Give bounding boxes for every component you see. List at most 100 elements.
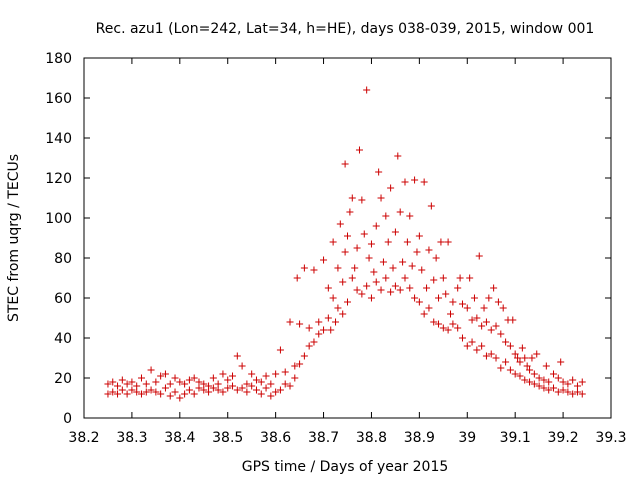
- data-point: [133, 388, 141, 396]
- y-tick-label: 80: [54, 251, 72, 267]
- data-point: [300, 352, 308, 360]
- data-point: [564, 380, 572, 388]
- data-point: [370, 268, 378, 276]
- data-point: [205, 382, 213, 390]
- data-point: [516, 372, 524, 380]
- data-point: [408, 262, 416, 270]
- data-point: [466, 274, 474, 282]
- data-point: [454, 284, 462, 292]
- x-tick-label: 38.8: [356, 430, 387, 446]
- data-point: [502, 358, 510, 366]
- data-point: [336, 220, 344, 228]
- data-point: [506, 342, 514, 350]
- data-point: [554, 374, 562, 382]
- y-tick-label: 180: [45, 51, 72, 67]
- data-point: [233, 386, 241, 394]
- data-point: [420, 178, 428, 186]
- data-point: [209, 384, 217, 392]
- data-point: [348, 194, 356, 202]
- data-point: [423, 284, 431, 292]
- data-point: [355, 146, 363, 154]
- data-point: [118, 376, 126, 384]
- data-point: [181, 390, 189, 398]
- data-point: [530, 370, 538, 378]
- data-point: [114, 390, 122, 398]
- data-point: [480, 304, 488, 312]
- data-point: [360, 230, 368, 238]
- data-point: [427, 202, 435, 210]
- data-point: [550, 370, 558, 378]
- data-point: [137, 390, 145, 398]
- data-point: [363, 86, 371, 94]
- data-point: [442, 290, 450, 298]
- data-point: [387, 184, 395, 192]
- data-point: [341, 248, 349, 256]
- data-point: [485, 294, 493, 302]
- data-point: [401, 178, 409, 186]
- data-point: [535, 382, 543, 390]
- data-point: [104, 390, 112, 398]
- data-point: [161, 384, 169, 392]
- data-point: [310, 266, 318, 274]
- data-point: [272, 370, 280, 378]
- data-point: [411, 294, 419, 302]
- data-point: [482, 318, 490, 326]
- data-point: [413, 248, 421, 256]
- data-point: [262, 384, 270, 392]
- data-point: [444, 238, 452, 246]
- data-point: [418, 266, 426, 274]
- data-point: [399, 258, 407, 266]
- data-point: [329, 238, 337, 246]
- data-point: [339, 278, 347, 286]
- data-point: [432, 254, 440, 262]
- data-point: [161, 370, 169, 378]
- data-point: [351, 264, 359, 272]
- data-point: [233, 352, 241, 360]
- data-point: [358, 290, 366, 298]
- data-point: [123, 380, 131, 388]
- data-point: [205, 388, 213, 396]
- y-tick-label: 20: [54, 371, 72, 387]
- data-point: [272, 388, 280, 396]
- data-point: [190, 374, 198, 382]
- data-point: [497, 330, 505, 338]
- data-point: [305, 324, 313, 332]
- data-point: [535, 374, 543, 382]
- y-tick-label: 140: [45, 131, 72, 147]
- data-point: [449, 298, 457, 306]
- data-point: [147, 366, 155, 374]
- data-point: [209, 374, 217, 382]
- data-point: [346, 208, 354, 216]
- data-point: [248, 370, 256, 378]
- data-point: [324, 284, 332, 292]
- data-point: [375, 168, 383, 176]
- data-point: [339, 310, 347, 318]
- data-point: [324, 314, 332, 322]
- data-point: [494, 298, 502, 306]
- data-point: [176, 378, 184, 386]
- data-point: [300, 264, 308, 272]
- data-point: [499, 304, 507, 312]
- data-point: [286, 318, 294, 326]
- data-point: [332, 318, 340, 326]
- data-point: [353, 286, 361, 294]
- y-tick-label: 120: [45, 171, 72, 187]
- data-point: [367, 294, 375, 302]
- data-points: [104, 86, 586, 402]
- data-point: [291, 362, 299, 370]
- data-point: [157, 390, 165, 398]
- data-point: [447, 310, 455, 318]
- data-point: [473, 314, 481, 322]
- data-point: [492, 354, 500, 362]
- data-point: [109, 378, 117, 386]
- data-point: [281, 380, 289, 388]
- data-point: [142, 380, 150, 388]
- data-point: [382, 274, 390, 282]
- data-point: [195, 384, 203, 392]
- data-point: [109, 388, 117, 396]
- data-point: [540, 376, 548, 384]
- data-point: [166, 392, 174, 400]
- data-point: [276, 346, 284, 354]
- data-point: [363, 282, 371, 290]
- data-point: [123, 390, 131, 398]
